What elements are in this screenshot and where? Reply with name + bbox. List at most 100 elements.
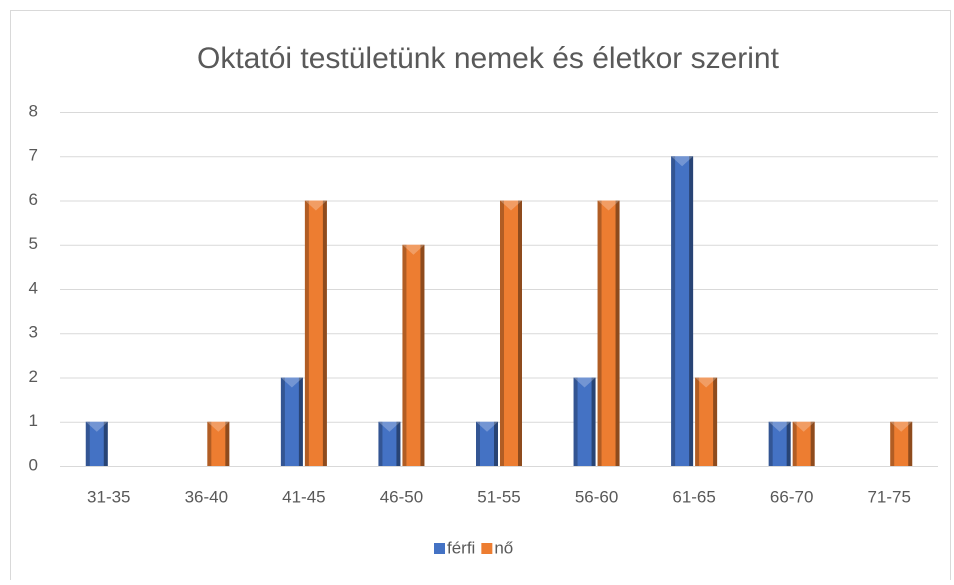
x-tick-label: 31-35 xyxy=(87,487,130,506)
bar-bevel-right xyxy=(298,377,303,466)
bar xyxy=(280,377,303,466)
bar-face xyxy=(85,421,108,466)
bar-face xyxy=(890,421,913,466)
bar-bevel-left xyxy=(207,421,212,466)
legend-swatch xyxy=(434,543,445,554)
bar-bevel-top xyxy=(890,421,913,432)
bar xyxy=(304,200,327,466)
y-tick-label: 0 xyxy=(29,455,38,474)
y-tick-label: 3 xyxy=(29,323,38,342)
y-tick-label: 4 xyxy=(29,278,38,297)
bar-bevel-top xyxy=(500,200,522,211)
bar-bevel-right xyxy=(494,421,498,466)
bar-bevel-left xyxy=(476,421,480,466)
bar-face xyxy=(402,244,425,466)
bar-bevel-left xyxy=(573,377,578,466)
bar-bevel-left xyxy=(85,421,90,466)
bar xyxy=(792,421,815,466)
y-tick-label: 8 xyxy=(29,101,38,120)
x-tick-label: 51-55 xyxy=(477,487,520,506)
legend-label: nő xyxy=(494,538,513,557)
x-tick-label: 71-75 xyxy=(867,487,910,506)
bar-bevel-left xyxy=(768,421,773,466)
bar-face xyxy=(671,156,694,466)
y-tick-label: 2 xyxy=(29,367,38,386)
bar xyxy=(890,421,913,466)
bar-bevel-top xyxy=(597,200,620,211)
bar xyxy=(476,421,498,466)
bar xyxy=(500,200,522,466)
bar-bevel-left xyxy=(597,200,602,466)
bar-bevel-left xyxy=(671,156,676,466)
bar-bevel-left xyxy=(402,244,407,466)
bar-face xyxy=(695,377,718,466)
bar-bevel-top xyxy=(573,377,596,388)
bar-bevel-top xyxy=(280,377,303,388)
bar-bevel-top xyxy=(671,156,694,167)
bar-bevel-left xyxy=(304,200,309,466)
bar-bevel-top xyxy=(304,200,327,211)
bar-bevel-right xyxy=(786,421,791,466)
bar-bevel-left xyxy=(695,377,700,466)
y-tick-label: 6 xyxy=(29,190,38,209)
bar-bevel-right xyxy=(689,156,694,466)
bar-face xyxy=(573,377,596,466)
bar-bevel-right xyxy=(713,377,718,466)
bar-bevel-left xyxy=(378,421,383,466)
bar xyxy=(573,377,596,466)
bar-bevel-left xyxy=(280,377,285,466)
bar-face xyxy=(378,421,401,466)
bar-face xyxy=(476,421,498,466)
bar-bevel-right xyxy=(908,421,913,466)
bar xyxy=(85,421,108,466)
bar-bevel-right xyxy=(810,421,815,466)
bar-bevel-top xyxy=(768,421,791,432)
bar-bevel-right xyxy=(518,200,522,466)
bar-bevel-top xyxy=(85,421,108,432)
bar-face xyxy=(304,200,327,466)
bar-bevel-right xyxy=(615,200,620,466)
bar-bevel-top xyxy=(695,377,718,388)
bar-face xyxy=(280,377,303,466)
legend-label: férfi xyxy=(447,538,475,557)
bar-face xyxy=(792,421,815,466)
bar xyxy=(671,156,694,466)
bar-face xyxy=(207,421,230,466)
bar-bevel-left xyxy=(500,200,504,466)
y-tick-label: 7 xyxy=(29,146,38,165)
x-tick-label: 61-65 xyxy=(672,487,715,506)
x-tick-label: 56-60 xyxy=(575,487,618,506)
x-tick-label: 41-45 xyxy=(282,487,325,506)
x-tick-label: 36-40 xyxy=(185,487,228,506)
bar xyxy=(695,377,718,466)
bar xyxy=(207,421,230,466)
bar-face xyxy=(597,200,620,466)
bar-bevel-top xyxy=(792,421,815,432)
bar-bevel-right xyxy=(396,421,401,466)
bar-bevel-left xyxy=(890,421,895,466)
chart-border xyxy=(10,10,951,585)
y-tick-label: 1 xyxy=(29,411,38,430)
bar-bevel-right xyxy=(103,421,108,466)
chart-title: Oktatói testületünk nemek és életkor sze… xyxy=(197,42,780,75)
bar xyxy=(402,244,425,466)
bar-bevel-top xyxy=(207,421,230,432)
bar-face xyxy=(768,421,791,466)
bar-bevel-right xyxy=(420,244,425,466)
bar-bevel-top xyxy=(378,421,401,432)
bar xyxy=(378,421,401,466)
bar-bevel-top xyxy=(402,244,425,255)
bar-bevel-top xyxy=(476,421,498,432)
bar xyxy=(768,421,791,466)
bar-bevel-left xyxy=(792,421,797,466)
legend-swatch xyxy=(481,543,493,554)
bar-bevel-right xyxy=(591,377,596,466)
x-tick-label: 66-70 xyxy=(770,487,813,506)
y-tick-label: 5 xyxy=(29,234,38,253)
bar xyxy=(597,200,620,466)
bar-face xyxy=(500,200,522,466)
bar-bevel-right xyxy=(322,200,327,466)
x-tick-label: 46-50 xyxy=(380,487,423,506)
bar-bevel-right xyxy=(225,421,230,466)
